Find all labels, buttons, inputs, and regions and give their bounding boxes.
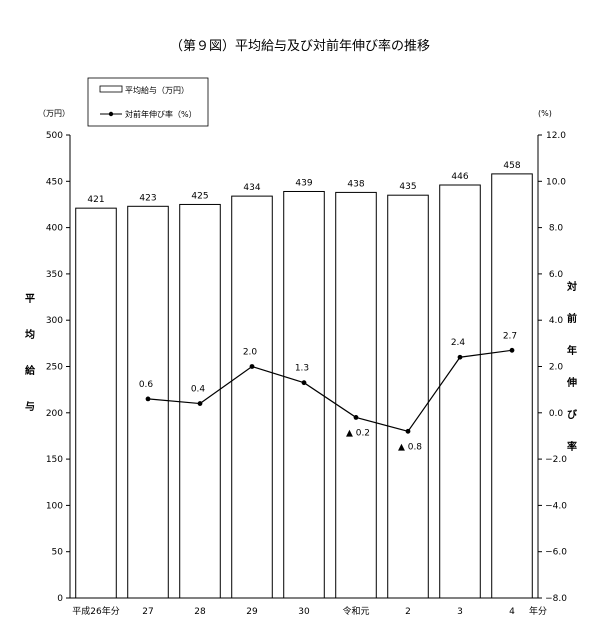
right-tick-label: 10.0: [546, 177, 566, 187]
x-tick-label: 4: [509, 607, 515, 617]
bar: [387, 194, 429, 599]
bar: [231, 195, 273, 599]
bar-value-label: 446: [451, 172, 468, 182]
bar-value-label: 421: [87, 195, 104, 205]
rate-point: [509, 347, 515, 353]
rate-value-label: 1.3: [295, 364, 309, 374]
left-tick-label: 200: [46, 409, 63, 419]
x-tick-label: 27: [142, 607, 153, 617]
left-tick-label: 350: [46, 270, 63, 280]
left-axis-title-char: 平: [25, 293, 35, 305]
rate-value-label: 2.4: [451, 338, 466, 348]
left-axis-unit: （万円）: [38, 109, 70, 118]
bar-value-label: 435: [399, 182, 416, 192]
right-tick-label: −4.0: [545, 501, 567, 511]
bar: [75, 207, 117, 599]
rate-point: [145, 396, 151, 402]
rate-point: [249, 364, 255, 369]
left-tick-label: 400: [46, 224, 63, 234]
left-axis-title-char: 給: [25, 364, 36, 377]
rate-point: [457, 354, 463, 360]
rate-value-label: 2.7: [503, 331, 517, 341]
bar: [491, 173, 533, 599]
right-tick-label: −8.0: [545, 594, 567, 604]
bar: [283, 190, 325, 599]
x-tick-label: 29: [246, 607, 258, 617]
legend-line-label: 対前年伸び率（%）: [125, 109, 197, 119]
left-tick-label: 0: [57, 594, 63, 604]
right-axis-unit: (%): [538, 109, 552, 118]
left-axis-title-char: 均: [25, 328, 35, 341]
x-axis-unit: 年分: [529, 605, 547, 617]
rate-value-label: ▲ 0.2: [346, 428, 370, 438]
left-tick-label: 300: [46, 316, 63, 326]
right-axis-title-char: 年: [567, 344, 577, 357]
bar-value-label: 438: [347, 179, 364, 189]
right-tick-label: −2.0: [545, 455, 567, 465]
right-axis-title-char: 率: [567, 440, 577, 453]
right-tick-label: 8.0: [549, 224, 564, 234]
left-tick-label: 500: [46, 131, 63, 141]
plot-area: 0 50 100 150 200 250 300 350 400 450 500 −8.0 −6.0 −4…: [46, 131, 567, 617]
rate-point: [197, 401, 203, 406]
rate-point: [301, 380, 307, 386]
rate-value-label: ▲ 0.8: [398, 442, 422, 452]
left-tick-label: 450: [46, 177, 63, 187]
bar-value-label: 434: [243, 183, 260, 193]
x-tick-label: 28: [194, 607, 206, 617]
right-axis-title-char: 伸: [566, 376, 577, 389]
right-tick-label: 12.0: [546, 131, 566, 141]
rate-line: [147, 349, 513, 433]
bar-value-label: 439: [295, 178, 312, 188]
right-axis-title-char: び: [567, 408, 577, 421]
rate-point: [353, 415, 359, 420]
bar: [439, 184, 481, 599]
x-tick-label: 令和元: [342, 605, 369, 617]
bar: [127, 205, 169, 599]
right-axis-title-char: 対: [566, 280, 577, 293]
rate-value-label: 2.0: [243, 348, 258, 358]
left-tick-label: 250: [46, 363, 63, 373]
left-tick-label: 50: [52, 548, 64, 558]
left-tick-label: 150: [46, 455, 63, 465]
x-tick-label: 30: [298, 607, 310, 617]
right-tick-label: 2.0: [549, 363, 564, 373]
right-tick-label: 4.0: [549, 316, 564, 326]
left-axis-title-char: 与: [25, 400, 35, 413]
right-tick-label: 6.0: [549, 270, 564, 280]
legend-bar-swatch: [99, 85, 123, 93]
rate-point: [405, 428, 411, 434]
bar-value-label: 423: [139, 193, 156, 203]
left-tick-label: 100: [46, 501, 63, 511]
legend-line-marker: [108, 111, 114, 117]
right-tick-label: 0.0: [549, 409, 564, 419]
right-axis-title-char: 前: [567, 312, 577, 325]
x-tick-label: 3: [457, 607, 463, 617]
legend: 平均給与（万円） 対前年伸び率（%）: [87, 77, 209, 127]
bar-value-label: 458: [503, 161, 520, 171]
legend-bar-label: 平均給与（万円）: [125, 85, 189, 95]
rate-value-label: 0.4: [191, 385, 206, 395]
right-tick-label: −6.0: [545, 548, 567, 558]
bar-value-label: 425: [191, 191, 208, 201]
x-tick-label: 平成26年分: [72, 605, 119, 617]
rate-value-label: 0.6: [139, 380, 154, 390]
bar: [335, 191, 377, 599]
chart-title: （第９図）平均給与及び対前年伸び率の推移: [170, 38, 430, 54]
x-tick-label: 2: [405, 607, 411, 617]
